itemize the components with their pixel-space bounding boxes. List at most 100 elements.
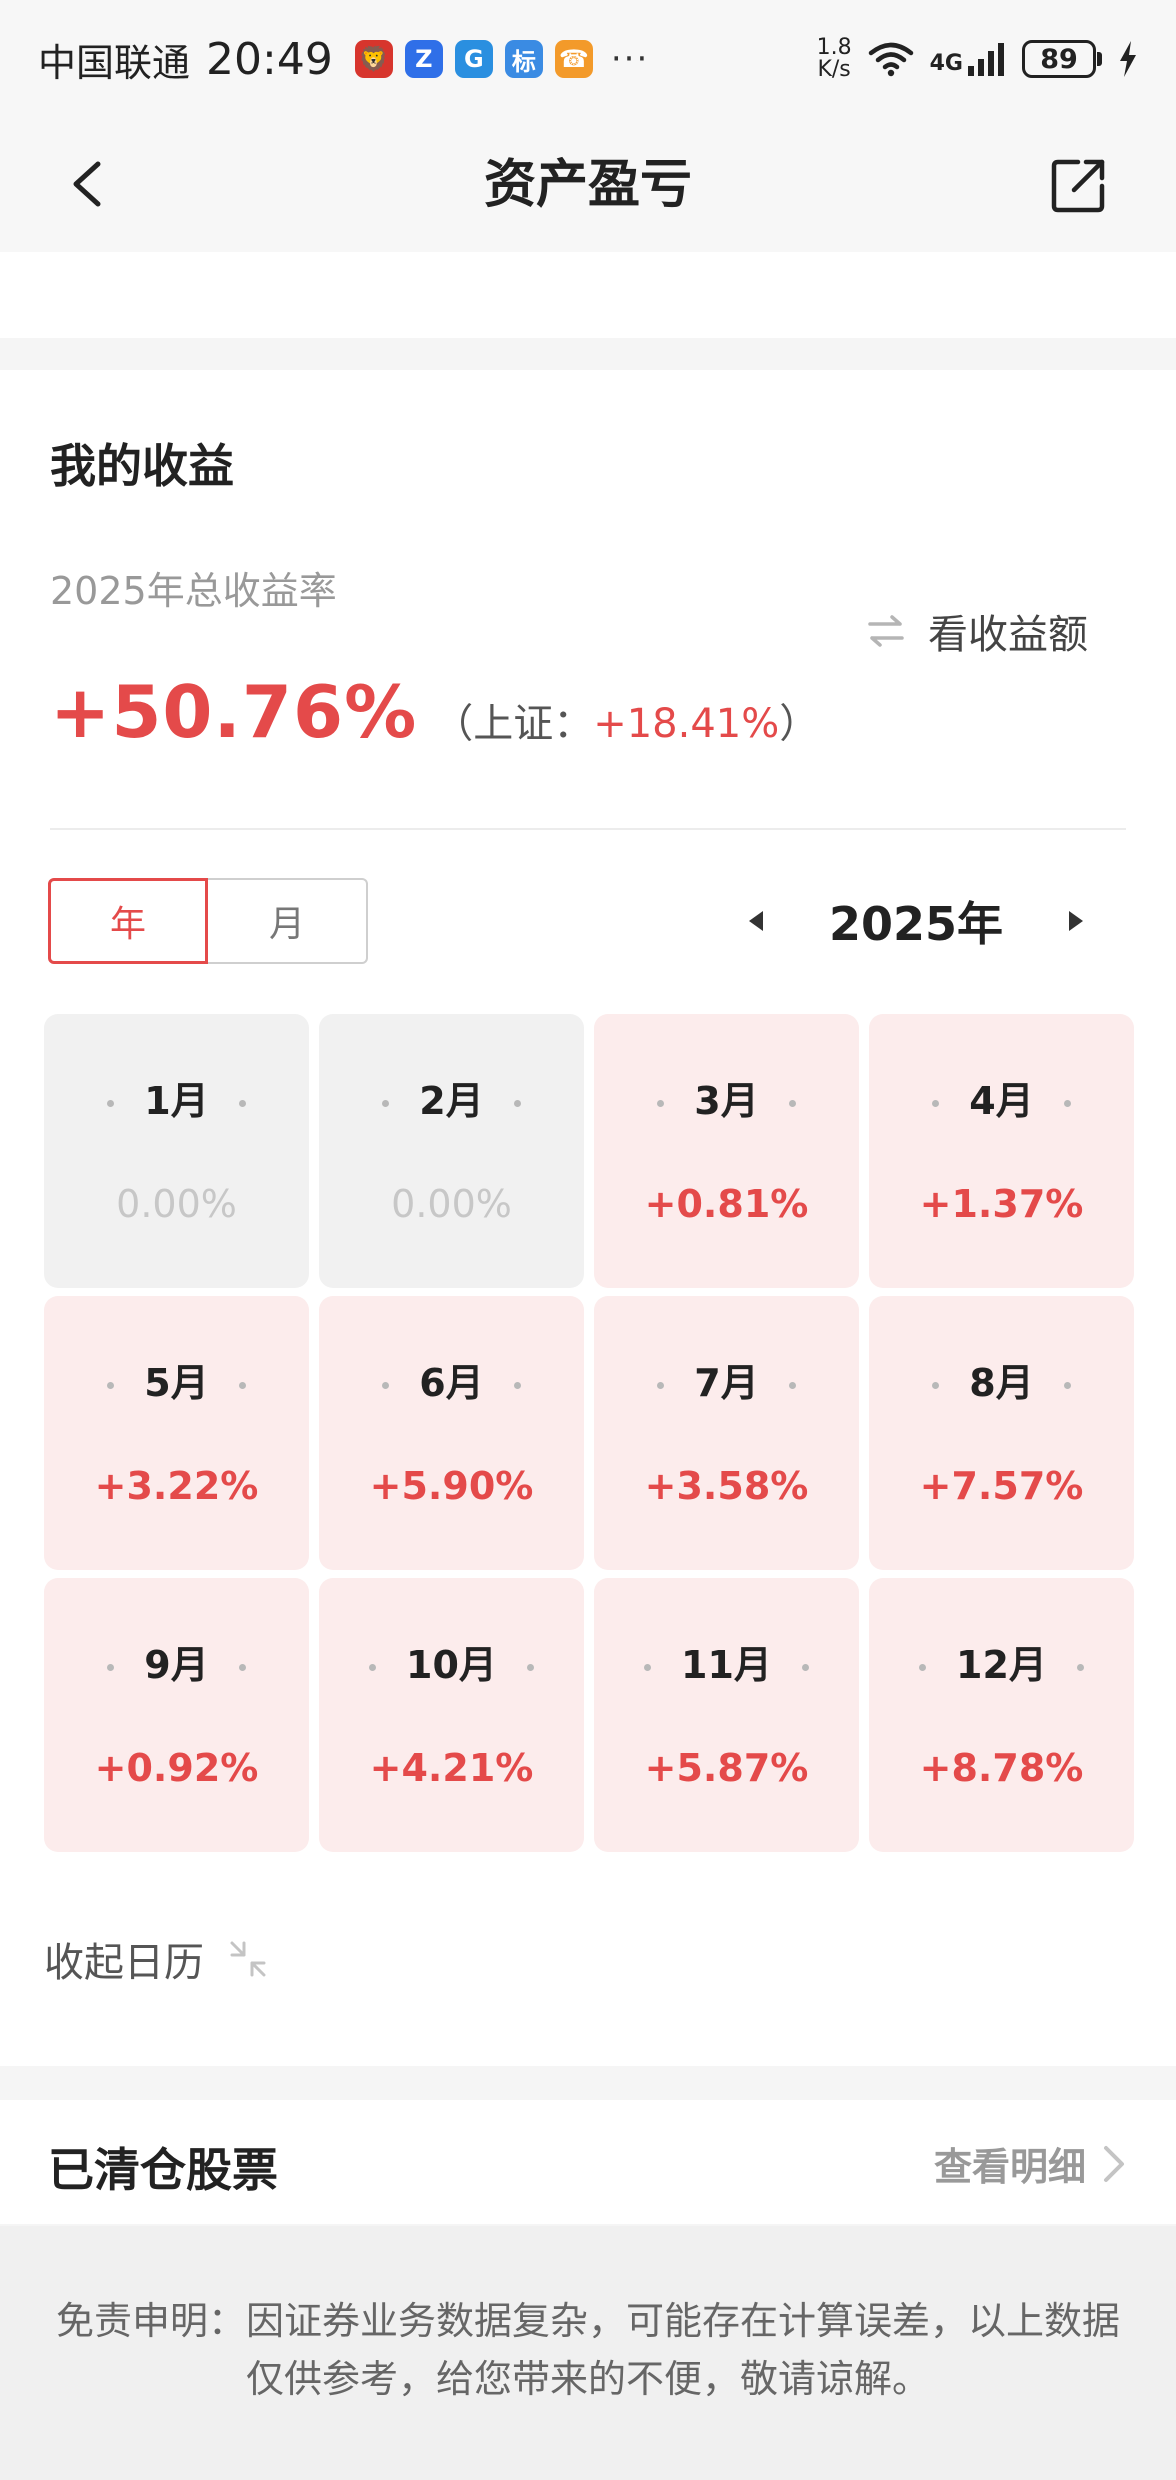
month-label: 10月: [319, 1634, 584, 1689]
month-return: +3.22%: [94, 1464, 259, 1508]
rate-row: +50.76% （上证：+18.41%）: [50, 670, 819, 754]
month-return: +1.37%: [919, 1182, 1084, 1226]
speed-unit: K/s: [817, 57, 851, 82]
month-cell[interactable]: 3月 +0.81%: [594, 1014, 859, 1288]
caret-left-icon: [749, 911, 763, 931]
collapse-icon: [230, 1941, 266, 1977]
next-year-button[interactable]: [1056, 901, 1096, 941]
month-cell[interactable]: 4月 +1.37%: [869, 1014, 1134, 1288]
month-return: +5.90%: [369, 1464, 534, 1508]
z-app-icon: Z: [404, 40, 443, 78]
month-return: +3.58%: [644, 1464, 809, 1508]
benchmark-value: +18.41%: [593, 701, 780, 747]
month-cell[interactable]: 12月 +8.78%: [869, 1578, 1134, 1852]
cleared-stocks-title: 已清仓股票: [48, 2143, 278, 2197]
page-title: 资产盈亏: [483, 155, 692, 215]
month-cell[interactable]: 8月 +7.57%: [869, 1296, 1134, 1570]
month-cell[interactable]: 2月 0.00%: [319, 1014, 584, 1288]
biao-app-icon: 标: [504, 40, 543, 78]
share-icon[interactable]: [1048, 154, 1110, 216]
month-label: 9月: [44, 1634, 309, 1689]
signal-icon: [968, 43, 1004, 76]
divider: [50, 828, 1126, 830]
benchmark-prefix: （上证：: [433, 701, 594, 747]
toggle-year[interactable]: 年: [48, 878, 208, 964]
month-return: +7.57%: [919, 1464, 1084, 1508]
disclaimer: 免责申明：因证券业务数据复杂，可能存在计算误差，以上数据仅供参考，给您带来的不便…: [0, 2226, 1176, 2480]
month-name: 9月: [144, 1643, 209, 1687]
month-label: 1月: [44, 1070, 309, 1125]
month-cell[interactable]: 5月 +3.22%: [44, 1296, 309, 1570]
month-name: 4月: [969, 1079, 1034, 1123]
profit-card: 我的收益 2025年总收益率 看收益额 +50.76% （上证：+18.41%）…: [0, 370, 1176, 2066]
month-return: +0.92%: [94, 1746, 259, 1790]
month-cell[interactable]: 1月 0.00%: [44, 1014, 309, 1288]
toggle-month[interactable]: 月: [208, 878, 368, 964]
month-cell[interactable]: 10月 +4.21%: [319, 1578, 584, 1852]
month-label: 7月: [594, 1352, 859, 1407]
month-return: 0.00%: [116, 1182, 237, 1226]
month-name: 7月: [694, 1361, 759, 1405]
month-label: 2月: [319, 1070, 584, 1125]
month-name: 1月: [144, 1079, 209, 1123]
month-name: 12月: [956, 1643, 1047, 1687]
month-label: 4月: [869, 1070, 1134, 1125]
month-cell[interactable]: 7月 +3.58%: [594, 1296, 859, 1570]
back-icon[interactable]: [60, 154, 120, 214]
switch-to-amount-button[interactable]: 看收益额: [866, 602, 1088, 660]
month-label: 6月: [319, 1352, 584, 1407]
month-label: 3月: [594, 1070, 859, 1125]
month-label: 11月: [594, 1634, 859, 1689]
caret-right-icon: [1069, 911, 1083, 931]
benchmark-suffix: ）: [779, 701, 820, 747]
period-toggle: 年 月: [48, 878, 368, 964]
charging-icon: [1120, 41, 1136, 77]
month-cell[interactable]: 11月 +5.87%: [594, 1578, 859, 1852]
chevron-right-icon: [1104, 2145, 1124, 2182]
month-name: 2月: [419, 1079, 484, 1123]
prev-year-button[interactable]: [736, 901, 776, 941]
year-navigator: 2025年: [736, 876, 1096, 966]
month-return: +0.81%: [644, 1182, 809, 1226]
network-type: 4G: [929, 51, 963, 76]
clock: 20:49: [206, 33, 333, 85]
month-name: 11月: [681, 1643, 772, 1687]
month-name: 3月: [694, 1079, 759, 1123]
month-label: 8月: [869, 1352, 1134, 1407]
g-app-icon: G: [454, 40, 493, 78]
red-app-icon: 🦁: [354, 40, 393, 78]
battery-level: 89: [1022, 40, 1096, 78]
month-name: 10月: [406, 1643, 497, 1687]
total-rate-value: +50.76%: [50, 670, 418, 754]
month-return: +4.21%: [369, 1746, 534, 1790]
month-cell[interactable]: 6月 +5.90%: [319, 1296, 584, 1570]
month-calendar-grid: 1月 0.00% 2月 0.00% 3月 +0.81% 4月 +1.37% 5月 +3.22% 6月…: [44, 1014, 1136, 1852]
month-return: 0.00%: [391, 1182, 512, 1226]
collapse-calendar-button[interactable]: 收起日历: [44, 1930, 268, 1988]
cleared-stocks-row[interactable]: 已清仓股票 查看明细: [0, 2100, 1176, 2224]
month-name: 6月: [419, 1361, 484, 1405]
month-return: +8.78%: [919, 1746, 1084, 1790]
switch-label: 看收益额: [928, 612, 1088, 658]
network-speed: 1.8 K/s: [817, 37, 852, 81]
carrier-label: 中国联通: [38, 40, 191, 85]
swap-icon: [868, 615, 904, 647]
wifi-icon: [868, 42, 913, 77]
battery-indicator: 89: [1022, 40, 1102, 78]
view-details-label: 查看明细: [933, 2145, 1086, 2189]
profit-card-title: 我的收益: [50, 439, 234, 493]
current-year: 2025年: [828, 897, 1004, 951]
notification-icons: 🦁 Z G 标 ☎: [354, 40, 593, 78]
benchmark-comparison: （上证：+18.41%）: [433, 691, 819, 749]
orange-app-icon: ☎: [554, 40, 593, 78]
nav-bar: 资产盈亏: [0, 118, 1176, 252]
month-name: 8月: [969, 1361, 1034, 1405]
total-rate-label: 2025年总收益率: [50, 569, 337, 613]
speed-value: 1.8: [816, 35, 852, 60]
top-spacer: [0, 252, 1176, 338]
collapse-calendar-label: 收起日历: [44, 1940, 204, 1986]
view-details-link[interactable]: 查看明细: [934, 2136, 1128, 2191]
month-label: 12月: [869, 1634, 1134, 1689]
month-cell[interactable]: 9月 +0.92%: [44, 1578, 309, 1852]
month-name: 5月: [144, 1361, 209, 1405]
